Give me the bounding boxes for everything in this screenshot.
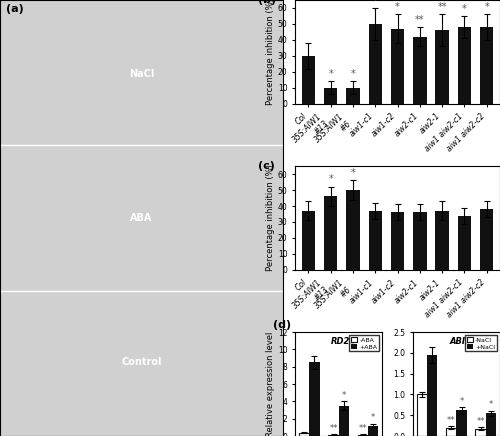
Bar — [391, 212, 404, 270]
Bar — [458, 27, 471, 104]
Text: *: * — [328, 174, 333, 184]
Bar — [368, 211, 382, 270]
Text: *: * — [350, 69, 356, 79]
Text: (d): (d) — [274, 320, 291, 330]
Bar — [417, 395, 427, 436]
Text: **: ** — [438, 2, 447, 12]
Text: *: * — [350, 168, 356, 178]
Text: ABA: ABA — [130, 213, 152, 223]
Text: **: ** — [447, 416, 456, 425]
Text: *: * — [373, 0, 378, 6]
Text: **: ** — [358, 423, 367, 433]
Bar — [346, 88, 360, 104]
Bar — [413, 212, 426, 270]
Y-axis label: Percentage inhibition (%): Percentage inhibition (%) — [266, 164, 275, 272]
Bar — [328, 435, 338, 436]
Bar — [324, 88, 338, 104]
Bar — [338, 406, 349, 436]
Bar — [480, 209, 494, 270]
Text: *: * — [489, 400, 493, 409]
Text: Control: Control — [121, 357, 162, 367]
Text: (a): (a) — [6, 4, 24, 14]
Bar — [446, 428, 456, 436]
Text: *: * — [342, 391, 346, 400]
Bar — [458, 216, 471, 270]
Bar — [391, 29, 404, 104]
Text: *: * — [328, 69, 333, 79]
Bar — [486, 413, 496, 436]
Text: (b): (b) — [258, 0, 276, 5]
Text: *: * — [395, 2, 400, 12]
Bar — [436, 31, 449, 104]
Bar — [480, 27, 494, 104]
Bar — [302, 56, 315, 104]
Y-axis label: Relative expression level: Relative expression level — [266, 331, 275, 436]
Text: *: * — [484, 2, 489, 12]
Text: **: ** — [415, 15, 424, 25]
Bar — [346, 190, 360, 270]
Legend: -ABA, +ABA: -ABA, +ABA — [350, 335, 379, 351]
Bar — [302, 211, 315, 270]
Bar — [324, 197, 338, 270]
Text: (c): (c) — [258, 161, 275, 171]
Text: **: ** — [476, 417, 485, 426]
Bar — [358, 435, 368, 436]
Text: *: * — [462, 3, 466, 14]
Text: *: * — [460, 397, 464, 405]
Bar — [427, 355, 438, 436]
Bar — [368, 426, 378, 436]
Y-axis label: Percentage inhibition (%): Percentage inhibition (%) — [266, 0, 275, 106]
Text: NaCl: NaCl — [129, 69, 154, 79]
Text: ABI3: ABI3 — [450, 337, 471, 346]
Bar — [476, 429, 486, 436]
Bar — [368, 24, 382, 104]
Bar — [299, 433, 310, 436]
Text: **: ** — [330, 423, 338, 433]
Text: *: * — [371, 413, 376, 422]
Bar — [436, 211, 449, 270]
Bar — [413, 37, 426, 104]
Text: RD22: RD22 — [330, 337, 355, 346]
Bar — [310, 362, 320, 436]
Bar — [456, 410, 466, 436]
Legend: -NaCl, +NaCl: -NaCl, +NaCl — [465, 335, 497, 351]
